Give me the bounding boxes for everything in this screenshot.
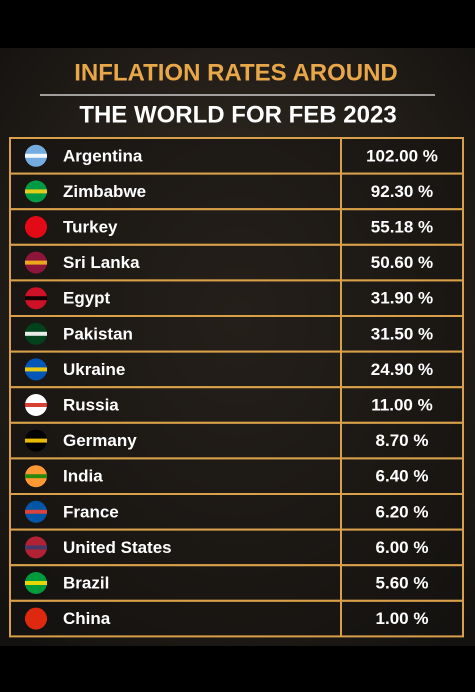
country: France	[63, 502, 119, 521]
row-bg	[9, 315, 464, 353]
title-line1: INFLATION RATES AROUND	[74, 59, 398, 86]
country: Ukraine	[63, 360, 125, 379]
flag-stripe	[25, 367, 47, 372]
rate: 92.30 %	[371, 182, 433, 201]
row-bg	[9, 137, 464, 175]
flag-stripe	[25, 545, 47, 550]
title-line2: THE WORLD FOR FEB 2023	[79, 101, 396, 128]
country: Turkey	[63, 217, 118, 236]
rate: 5.60 %	[376, 573, 429, 592]
row-bg	[9, 208, 464, 246]
flag-stripe	[25, 189, 47, 194]
country: Zimbabwe	[63, 182, 146, 201]
rate: 24.90 %	[371, 360, 433, 379]
row-bg	[9, 386, 464, 424]
table: Argentina 102.00 % Zimbabwe 92.30 % Turkey 55…	[9, 137, 464, 638]
country: India	[63, 467, 103, 486]
rate: 102.00 %	[366, 146, 438, 165]
country: Germany	[63, 431, 137, 450]
rate: 6.00 %	[376, 538, 429, 557]
country: China	[63, 609, 111, 628]
rate: 31.90 %	[371, 289, 433, 308]
flag-stripe	[25, 616, 47, 621]
country: Brazil	[63, 573, 109, 592]
flag-stripe	[25, 153, 47, 158]
flag-stripe	[25, 474, 47, 479]
rate: 31.50 %	[371, 324, 433, 343]
flag-stripe	[25, 260, 47, 265]
row-bg	[9, 493, 464, 531]
flag-stripe	[25, 331, 47, 336]
row-bg	[9, 172, 464, 211]
flag-stripe	[25, 509, 47, 514]
rate: 8.70 %	[376, 431, 429, 450]
flag-stripe	[25, 225, 47, 229]
row-bg	[9, 528, 464, 567]
row-bg	[9, 350, 464, 389]
flag-stripe	[25, 581, 47, 585]
row-bg	[9, 599, 464, 638]
country: Argentina	[63, 146, 143, 165]
flag-stripe	[25, 403, 47, 407]
row-bg	[9, 279, 464, 317]
row-bg	[9, 243, 464, 282]
rate: 1.00 %	[376, 609, 429, 628]
rate: 11.00 %	[371, 395, 432, 414]
country: United States	[63, 538, 172, 557]
country: Sri Lanka	[63, 253, 140, 272]
country: Pakistan	[63, 324, 133, 343]
flag-stripe	[25, 438, 47, 443]
rate: 6.20 %	[376, 502, 429, 521]
rate: 55.18 %	[371, 217, 433, 236]
country: Egypt	[63, 289, 111, 308]
rate: 50.60 %	[371, 253, 433, 272]
flag-stripe	[25, 296, 47, 301]
country: Russia	[63, 395, 119, 414]
rate: 6.40 %	[376, 467, 429, 486]
